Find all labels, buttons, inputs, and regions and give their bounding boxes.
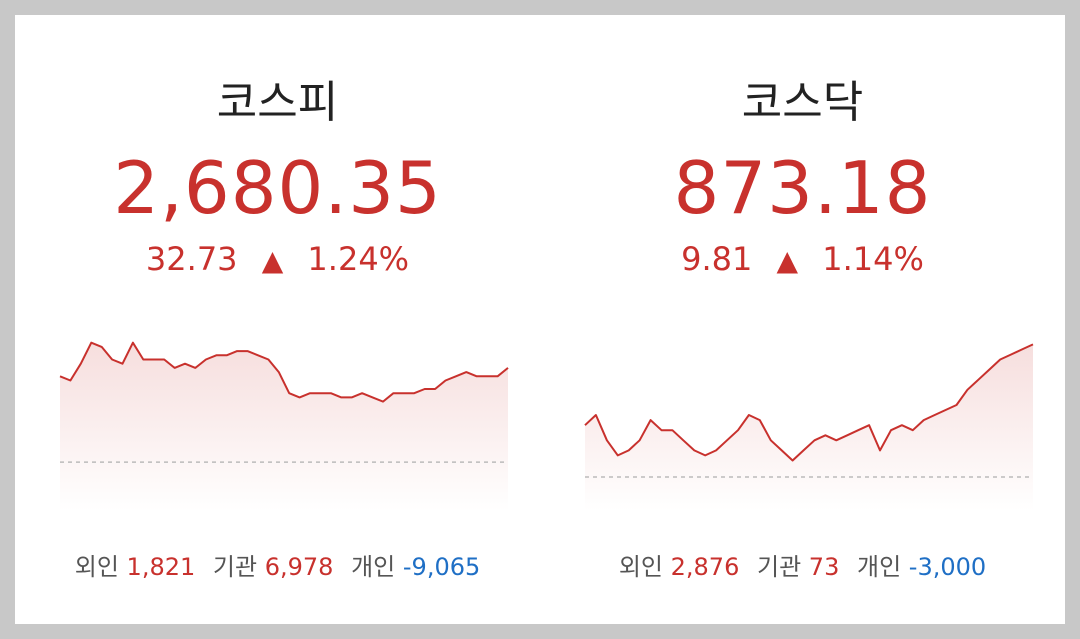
change-percent: 1.24% <box>307 240 410 278</box>
index-chart <box>59 341 509 511</box>
chart-line <box>584 343 1034 462</box>
foreign-label: 외인 <box>74 553 119 581</box>
market-panel-kospi[interactable]: 코스피 2,680.35 32.73 ▲ 1.24% 외인 1,821 기관 6… <box>15 15 540 624</box>
up-arrow-icon: ▲ <box>776 244 799 277</box>
chart-area <box>585 344 1033 511</box>
index-name: 코스닥 <box>741 77 864 128</box>
foreign-net: 1,821 <box>126 553 196 581</box>
institution-label: 기관 <box>756 553 802 581</box>
index-change: 9.81 ▲ 1.14% <box>540 239 1065 281</box>
institution-net: 73 <box>808 553 840 581</box>
change-amount: 32.73 <box>145 240 238 278</box>
investor-summary: 외인 2,876 기관 73 개인 -3,000 <box>540 551 1065 583</box>
individual-label: 개인 <box>856 553 902 581</box>
index-value: 873.18 <box>673 146 932 230</box>
index-change: 32.73 ▲ 1.24% <box>15 239 540 281</box>
index-chart <box>584 343 1034 511</box>
index-value: 2,680.35 <box>113 146 442 230</box>
change-percent: 1.14% <box>822 240 924 278</box>
index-name: 코스피 <box>216 77 339 128</box>
individual-net: -9,065 <box>402 553 481 581</box>
foreign-label: 외인 <box>618 553 663 581</box>
institution-label: 기관 <box>212 553 258 581</box>
chart-area <box>60 342 508 511</box>
institution-net: 6,978 <box>264 553 334 581</box>
change-amount: 9.81 <box>681 240 753 278</box>
market-card: 코스피 2,680.35 32.73 ▲ 1.24% 외인 1,821 기관 6… <box>15 15 1065 624</box>
up-arrow-icon: ▲ <box>261 244 284 277</box>
market-panel-kosdaq[interactable]: 코스닥 873.18 9.81 ▲ 1.14% 외인 2,876 기관 73 개… <box>540 15 1065 624</box>
investor-summary: 외인 1,821 기관 6,978 개인 -9,065 <box>15 551 540 583</box>
individual-label: 개인 <box>351 553 396 581</box>
foreign-net: 2,876 <box>670 553 740 581</box>
chart-line <box>59 341 509 403</box>
individual-net: -3,000 <box>908 553 987 581</box>
